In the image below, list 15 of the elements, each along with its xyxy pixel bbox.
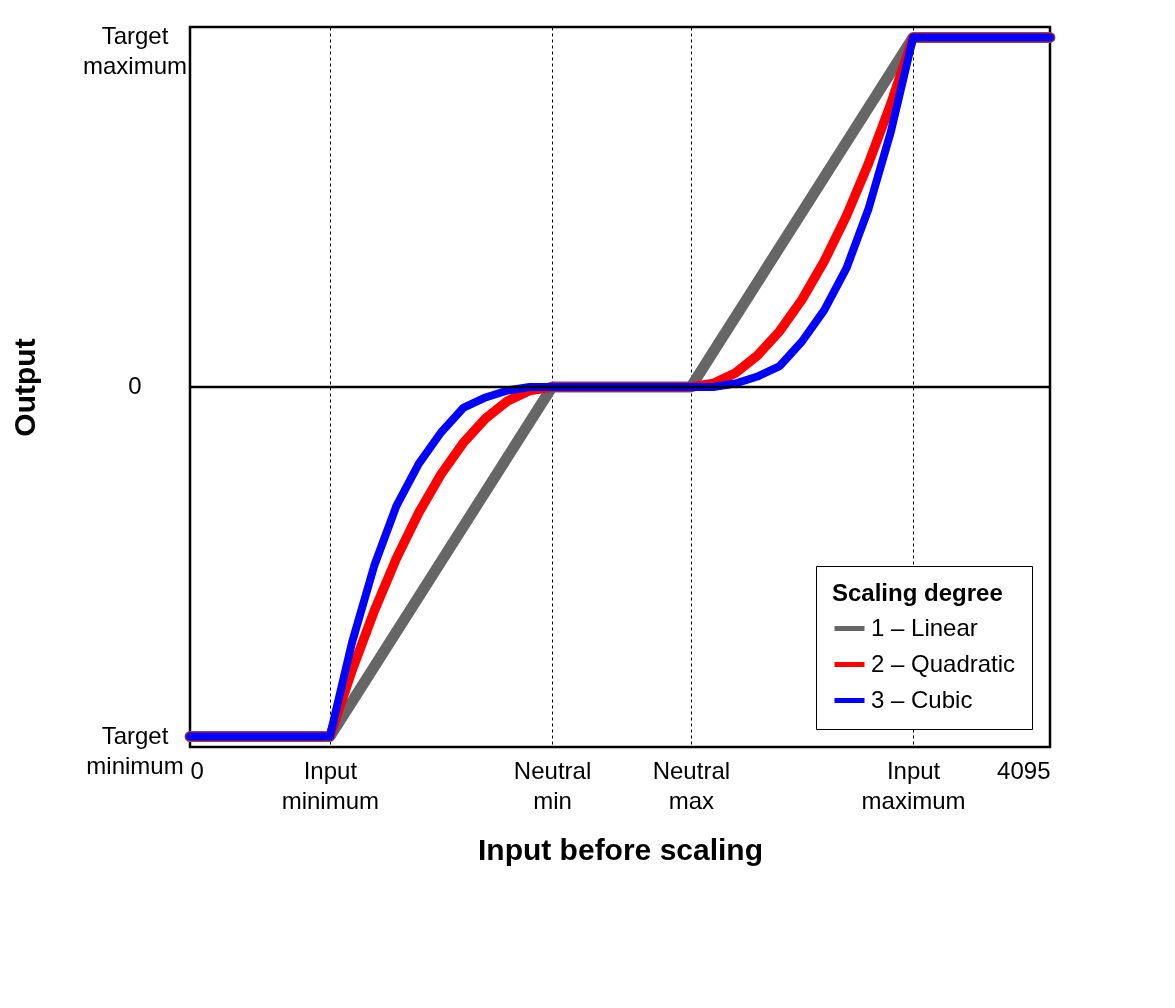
x-tick-label: 4095	[997, 756, 1051, 784]
legend-label: 3 – Cubic	[871, 685, 973, 713]
x-tick-label: Input maximum	[861, 756, 966, 814]
legend-label: 2 – Quadratic	[871, 649, 1016, 677]
legend-label: 1 – Linear	[871, 613, 978, 641]
y-axis-title: Output	[7, 338, 41, 437]
text: 0	[128, 372, 142, 399]
x-tick-label: Neutral max	[652, 756, 731, 814]
x-tick-label: 0	[190, 756, 204, 784]
x-tick-label: Input minimum	[281, 756, 380, 814]
legend-title: Scaling degree	[832, 579, 1003, 606]
x-tick-label: Neutral min	[513, 756, 592, 814]
x-axis-title: Input before scaling	[477, 832, 764, 866]
text: Target minimum	[86, 721, 184, 779]
text: Target maximum	[82, 22, 188, 80]
